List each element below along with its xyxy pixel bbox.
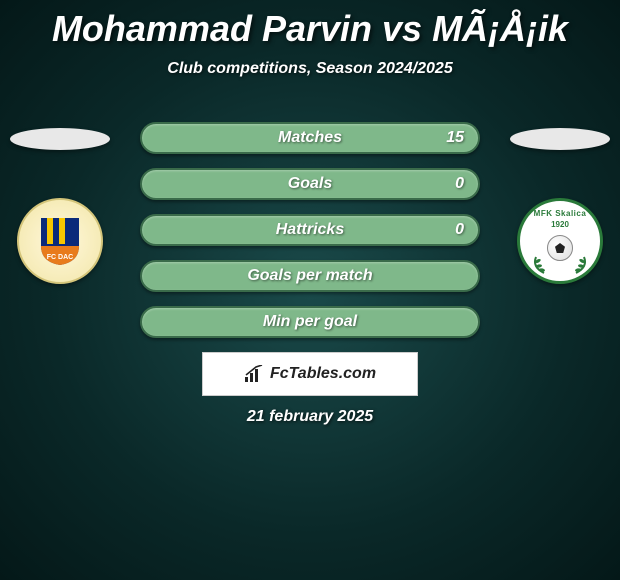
player-ellipse-right [510, 128, 610, 150]
club-badge-dac: FC DAC [17, 198, 103, 284]
stat-label: Matches [278, 129, 342, 147]
page-title: Mohammad Parvin vs MÃ¡Å¡ik [0, 0, 620, 50]
right-club-column: MFK Skalica 1920 [510, 128, 610, 284]
laurel-icon [530, 255, 590, 275]
stat-value: 0 [455, 175, 464, 193]
player-ellipse-left [10, 128, 110, 150]
left-club-column: FC DAC [10, 128, 110, 284]
stat-label: Goals per match [247, 267, 372, 285]
stat-row-min-per-goal: Min per goal [140, 306, 480, 338]
stat-value: 0 [455, 221, 464, 239]
skalica-name: MFK Skalica [530, 209, 590, 218]
stats-panel: Matches 15 Goals 0 Hattricks 0 Goals per… [140, 122, 480, 352]
stat-row-matches: Matches 15 [140, 122, 480, 154]
brand-text: FcTables.com [270, 365, 376, 383]
stat-label: Goals [288, 175, 332, 193]
stat-label: Min per goal [263, 313, 357, 331]
stat-label: Hattricks [276, 221, 344, 239]
subtitle: Club competitions, Season 2024/2025 [0, 60, 620, 78]
stat-row-goals: Goals 0 [140, 168, 480, 200]
dac-shield-icon: FC DAC [39, 216, 81, 266]
chart-icon [244, 365, 264, 383]
skalica-year: 1920 [530, 220, 590, 229]
stat-row-hattricks: Hattricks 0 [140, 214, 480, 246]
date-line: 21 february 2025 [0, 408, 620, 426]
brand-box: FcTables.com [202, 352, 418, 396]
svg-text:FC DAC: FC DAC [47, 254, 73, 261]
stat-row-goals-per-match: Goals per match [140, 260, 480, 292]
club-badge-skalica: MFK Skalica 1920 [517, 198, 603, 284]
stat-value: 15 [446, 129, 464, 147]
